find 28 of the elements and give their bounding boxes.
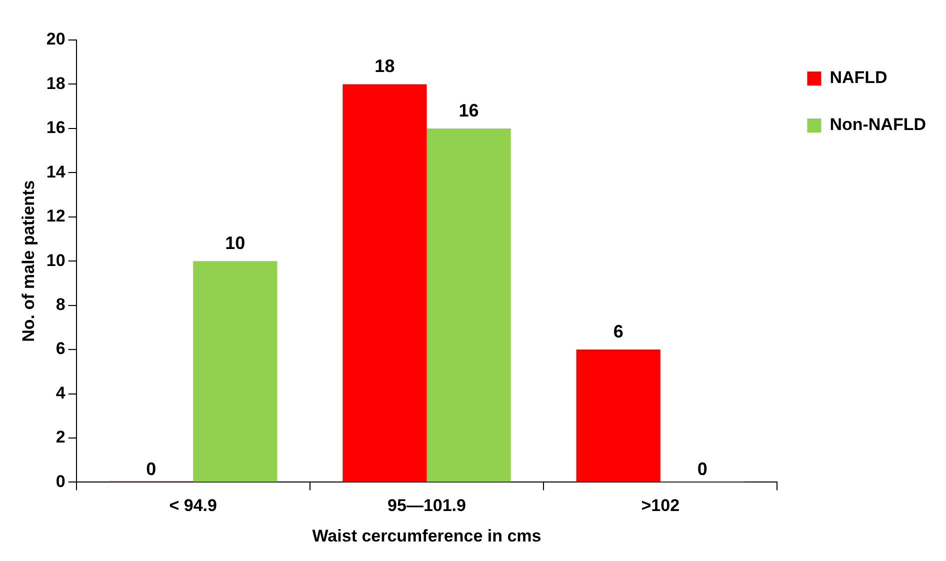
bar [426,128,511,482]
y-tick-label: 8 [56,295,66,314]
y-tick-label: 14 [46,162,66,182]
y-tick-label: 16 [46,118,66,138]
y-tick-label: 18 [46,74,66,93]
legend-label: NAFLD [830,68,888,88]
y-axis-title: No. of male patients [18,180,38,342]
y-tick-label: 12 [46,206,66,226]
data-label: 10 [225,233,246,254]
y-tick-label: 4 [56,383,66,402]
data-label: 18 [374,56,395,76]
data-label: 0 [697,459,708,480]
y-tick-label: 2 [56,428,66,447]
bar [576,350,660,482]
data-label: 0 [146,459,156,480]
bar [342,84,427,482]
x-axis-title: Waist cercumference in cms [312,526,542,546]
x-tick-label: 95—101.9 [388,496,466,516]
x-tick-label: < 94.9 [169,496,217,516]
legend-label: Non-NAFLD [830,115,926,134]
bar [193,261,278,482]
data-label: 6 [613,322,624,342]
data-label: 16 [458,100,479,120]
y-tick-label: 0 [56,472,66,491]
y-tick-label: 20 [46,30,66,49]
y-tick-label: 10 [46,250,66,270]
x-tick-label: >102 [641,496,680,516]
y-tick-label: 6 [56,339,66,358]
